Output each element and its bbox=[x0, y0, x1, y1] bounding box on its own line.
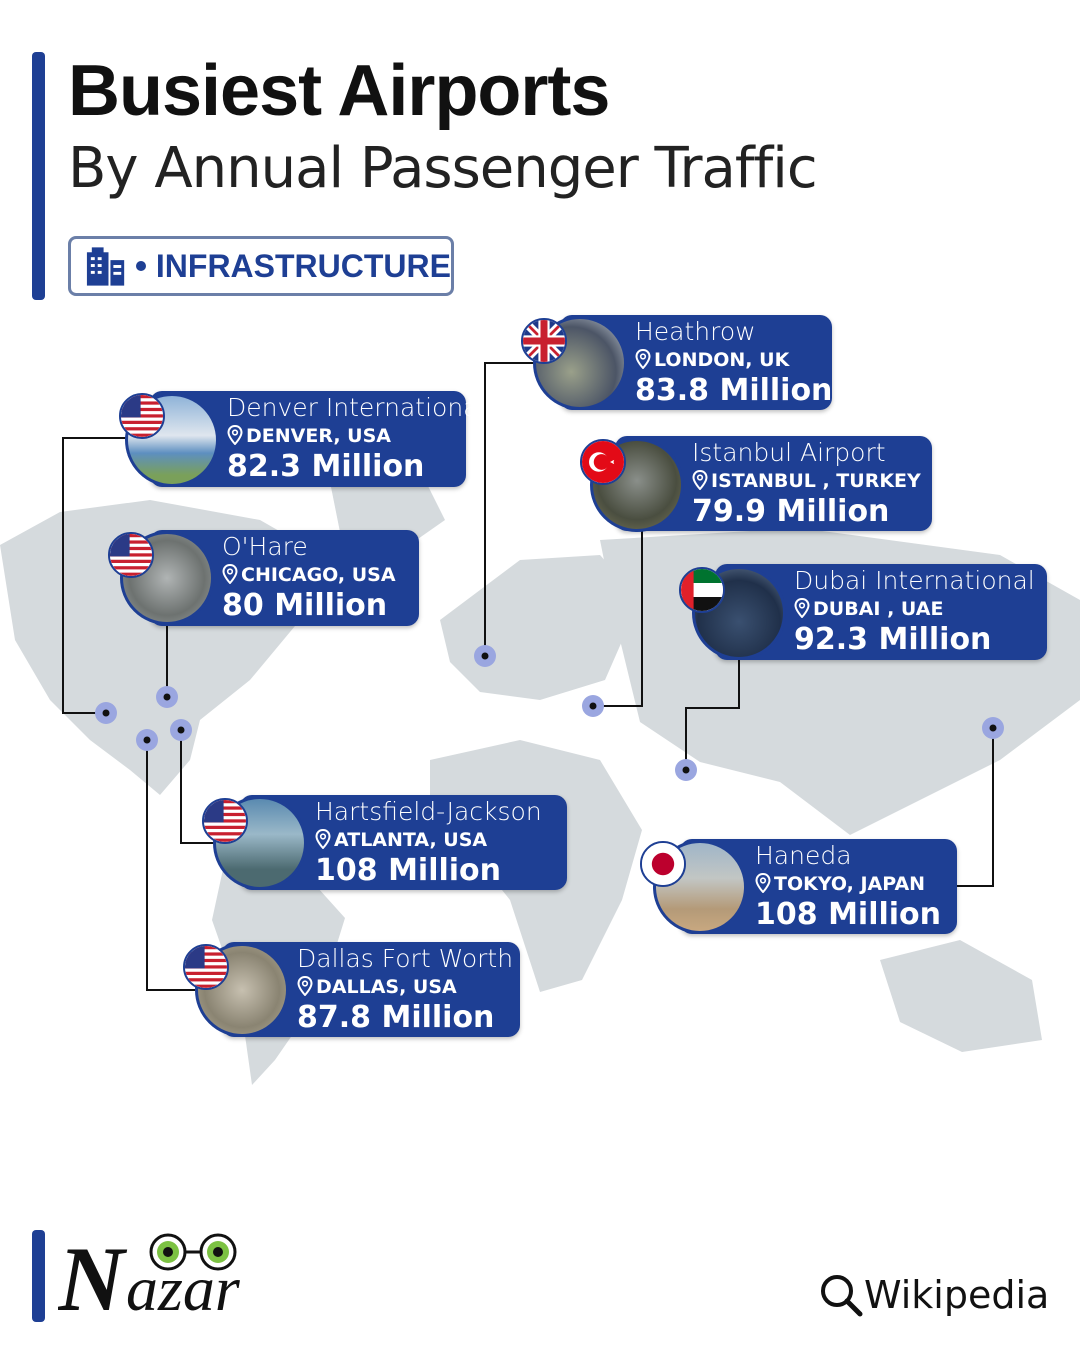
tag-bullet bbox=[136, 261, 146, 271]
location-text: DENVER, USA bbox=[246, 425, 391, 447]
airport-name: O'Hare bbox=[222, 532, 308, 561]
connector-lines bbox=[62, 362, 994, 991]
tag-label: INFRASTRUCTURE bbox=[155, 247, 451, 284]
location-text: DUBAI , UAE bbox=[813, 598, 944, 620]
location-text: DALLAS, USA bbox=[316, 976, 457, 998]
airport-marker-center bbox=[177, 726, 185, 734]
turkey-flag-icon bbox=[580, 439, 626, 485]
passenger-count: 87.8 Million bbox=[297, 1000, 495, 1035]
category-tag: INFRASTRUCTURE bbox=[68, 236, 454, 296]
airport-location: CHICAGO, USA bbox=[222, 562, 396, 588]
glasses-icon bbox=[149, 1233, 237, 1271]
location-pin-icon bbox=[227, 425, 243, 445]
airport-location: DENVER, USA bbox=[227, 423, 485, 449]
location-pin-icon bbox=[755, 873, 771, 893]
passenger-count: 92.3 Million bbox=[794, 622, 992, 657]
search-icon bbox=[821, 1275, 863, 1317]
passenger-count: 83.8 Million bbox=[635, 373, 833, 408]
japan-flag-icon bbox=[640, 841, 686, 887]
airport-name: Hartsfield-Jackson bbox=[315, 797, 542, 826]
airport-marker-center bbox=[589, 702, 597, 710]
airport-location: ATLANTA, USA bbox=[315, 827, 542, 853]
passenger-count: 80 Million bbox=[222, 588, 388, 623]
passenger-count: 108 Million bbox=[755, 897, 942, 932]
location-pin-icon bbox=[315, 829, 331, 849]
location-text: LONDON, UK bbox=[654, 349, 790, 371]
airport-location: LONDON, UK bbox=[635, 347, 832, 373]
usa-flag-icon bbox=[183, 944, 229, 990]
airport-name: Denver International bbox=[227, 393, 486, 422]
airport-location: DALLAS, USA bbox=[297, 974, 513, 1000]
airport-name: Dubai International bbox=[794, 566, 1035, 595]
location-pin-icon bbox=[794, 598, 810, 618]
passenger-count: 79.9 Million bbox=[692, 494, 890, 529]
australia bbox=[880, 940, 1042, 1052]
airport-marker-center bbox=[163, 693, 171, 701]
usa-flag-icon bbox=[108, 532, 154, 578]
page-subtitle: By Annual Passenger Traffic bbox=[68, 136, 818, 201]
airport-marker-center bbox=[682, 766, 690, 774]
location-text: TOKYO, JAPAN bbox=[774, 873, 926, 895]
building-icon bbox=[86, 247, 125, 286]
svg-text:N: N bbox=[58, 1228, 128, 1322]
airport-marker-center bbox=[481, 652, 489, 660]
uk-flag-icon bbox=[521, 318, 567, 364]
page-title: Busiest Airports bbox=[68, 51, 610, 131]
airport-photo bbox=[590, 438, 684, 532]
passenger-count: 108 Million bbox=[315, 853, 502, 888]
nazar-logo: N azar bbox=[58, 1228, 241, 1322]
airport-name: Heathrow bbox=[635, 317, 756, 346]
uae-flag-icon bbox=[679, 567, 725, 613]
airport-name: Haneda bbox=[755, 841, 852, 870]
airport-marker-center bbox=[102, 709, 110, 717]
accent-bar bbox=[32, 52, 45, 300]
airport-location: TOKYO, JAPAN bbox=[755, 871, 941, 897]
airport-name: Dallas Fort Worth bbox=[297, 944, 514, 973]
airport-card: Heathrow LONDON, UK 83.8 Million bbox=[560, 315, 832, 410]
airport-name: Istanbul Airport bbox=[692, 438, 886, 467]
airport-marker-center bbox=[143, 736, 151, 744]
airport-marker-center bbox=[989, 724, 997, 732]
location-pin-icon bbox=[297, 976, 313, 996]
footer-accent-bar bbox=[32, 1230, 45, 1322]
location-pin-icon bbox=[692, 470, 708, 490]
airport-location: DUBAI , UAE bbox=[794, 596, 1035, 622]
source-credit: Wikipedia bbox=[818, 1272, 1049, 1318]
location-pin-icon bbox=[222, 564, 238, 584]
location-text: CHICAGO, USA bbox=[241, 564, 396, 586]
airport-location: ISTANBUL , TURKEY bbox=[692, 468, 921, 494]
usa-flag-icon bbox=[202, 798, 248, 844]
usa-flag-icon bbox=[119, 393, 165, 439]
location-pin-icon bbox=[635, 349, 651, 369]
passenger-count: 82.3 Million bbox=[227, 449, 425, 484]
location-text: ISTANBUL , TURKEY bbox=[711, 470, 921, 492]
location-text: ATLANTA, USA bbox=[334, 829, 488, 851]
source-label: Wikipedia bbox=[864, 1273, 1050, 1317]
